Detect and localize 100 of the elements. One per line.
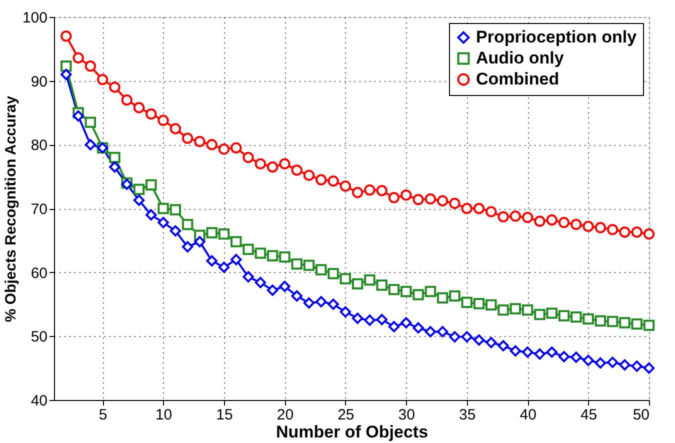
point (570, 352, 582, 363)
point (376, 185, 388, 196)
point (449, 290, 460, 302)
point (436, 326, 448, 338)
point (498, 211, 509, 222)
point (158, 202, 169, 214)
y-tick-label: 60 (30, 264, 48, 282)
point (146, 209, 157, 220)
point (194, 236, 206, 248)
point (534, 308, 546, 320)
point (316, 264, 327, 276)
point (546, 346, 558, 358)
point (218, 144, 230, 155)
point (352, 278, 364, 290)
point (84, 116, 96, 128)
point (436, 292, 448, 304)
point (266, 250, 278, 262)
point (473, 334, 485, 346)
point (266, 284, 278, 296)
point (218, 262, 230, 273)
point (619, 226, 630, 238)
x-tick-label: 25 (338, 406, 354, 424)
point (72, 52, 84, 64)
point (254, 248, 266, 259)
point (242, 244, 254, 255)
point (594, 222, 606, 234)
point (486, 206, 497, 218)
legend-label: Proprioception only (476, 28, 638, 46)
point (534, 348, 546, 360)
point (400, 317, 412, 328)
y-axis-title: % Objects Recognition Accuray (2, 95, 20, 322)
point (352, 312, 364, 324)
point (522, 346, 534, 358)
point (412, 194, 424, 206)
point (230, 254, 242, 266)
point (619, 317, 630, 328)
point (376, 314, 388, 326)
point (594, 357, 606, 369)
point (558, 310, 570, 322)
point (316, 296, 327, 308)
point (340, 273, 352, 284)
point (96, 74, 108, 86)
legend-label: Audio only (476, 48, 564, 68)
point (631, 360, 642, 372)
point (570, 218, 582, 230)
point (643, 320, 655, 331)
point (388, 320, 400, 332)
point (170, 204, 182, 216)
point (522, 304, 534, 316)
x-tick-label: 40 (520, 406, 536, 424)
point (643, 228, 655, 240)
point (352, 186, 364, 198)
point (473, 298, 485, 310)
x-tick-label: 20 (276, 406, 294, 424)
point (619, 359, 630, 370)
point (424, 286, 436, 298)
point (279, 158, 290, 170)
point (643, 362, 655, 374)
point (376, 279, 388, 291)
point (242, 271, 254, 282)
point (133, 194, 145, 206)
point (364, 314, 376, 326)
point (510, 210, 522, 222)
point (170, 123, 182, 134)
point (291, 164, 302, 176)
point (424, 326, 436, 338)
point (606, 316, 618, 328)
point (206, 227, 218, 238)
point (388, 284, 400, 296)
point (194, 136, 206, 148)
point (254, 158, 266, 170)
point (412, 322, 424, 334)
point (340, 180, 352, 192)
point (121, 94, 132, 106)
point (84, 139, 96, 150)
point (364, 274, 376, 286)
point (242, 152, 254, 164)
point (182, 218, 194, 230)
point (486, 299, 497, 310)
point (461, 202, 472, 214)
point (400, 189, 412, 201)
point (340, 306, 352, 318)
x-tick-label: 45 (580, 406, 598, 424)
point (266, 161, 278, 173)
point (328, 175, 339, 187)
point (291, 258, 302, 270)
point (206, 255, 218, 266)
point (133, 102, 145, 114)
point (60, 60, 72, 72)
point (582, 354, 594, 366)
x-axis-title: Number of Objects (276, 422, 428, 442)
point (303, 170, 315, 181)
point (449, 331, 460, 342)
point (230, 142, 242, 154)
point (582, 313, 594, 325)
x-tick-label: 50 (632, 406, 650, 424)
point (60, 68, 72, 80)
point (510, 345, 522, 356)
x-tick-label: 35 (459, 406, 476, 424)
x-tick-label: 10 (155, 406, 172, 424)
